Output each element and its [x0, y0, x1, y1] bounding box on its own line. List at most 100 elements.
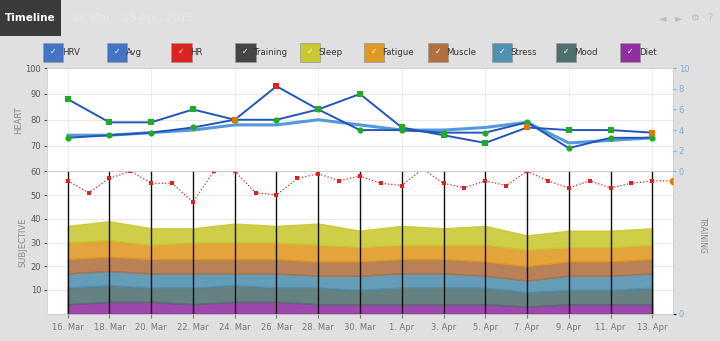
Y-axis label: HEART: HEART	[14, 106, 23, 134]
Point	[605, 135, 616, 140]
Point	[647, 178, 658, 183]
Point	[62, 135, 73, 140]
Point	[271, 117, 282, 122]
Point	[125, 168, 136, 174]
Point	[563, 145, 575, 151]
Point	[563, 185, 575, 191]
Point	[417, 166, 428, 172]
Point	[396, 125, 408, 130]
Point	[187, 199, 199, 205]
Point	[647, 135, 658, 140]
Point	[104, 176, 115, 181]
FancyBboxPatch shape	[171, 43, 192, 62]
Point	[62, 178, 73, 183]
Point	[438, 130, 449, 135]
Point	[584, 178, 595, 183]
Text: Avg: Avg	[126, 47, 142, 57]
Text: Mood: Mood	[575, 47, 598, 57]
Point	[500, 183, 512, 188]
Text: ?: ?	[707, 13, 713, 23]
Point	[438, 133, 449, 138]
Text: ►: ►	[675, 13, 682, 23]
Point	[480, 130, 491, 135]
Text: ⚙: ⚙	[690, 13, 698, 23]
Text: 14 Mar - 13 Apr, 2015: 14 Mar - 13 Apr, 2015	[72, 13, 194, 23]
Text: ✓: ✓	[307, 47, 312, 56]
Text: ✓: ✓	[627, 47, 633, 56]
Text: ✓: ✓	[499, 47, 505, 56]
FancyBboxPatch shape	[107, 43, 127, 62]
Point	[208, 168, 220, 174]
Text: Sleep: Sleep	[318, 47, 343, 57]
Point	[396, 183, 408, 188]
Bar	[0, 0, 61, 36]
Point	[563, 127, 575, 133]
Text: ✓: ✓	[179, 47, 184, 56]
Point	[292, 176, 303, 181]
Point	[187, 125, 199, 130]
Point	[62, 97, 73, 102]
Point	[312, 107, 324, 112]
Text: Muscle: Muscle	[446, 47, 477, 57]
FancyBboxPatch shape	[428, 43, 448, 62]
Y-axis label: SUBJECTIVE: SUBJECTIVE	[19, 218, 28, 267]
Text: HRV: HRV	[62, 47, 80, 57]
Point	[438, 180, 449, 186]
Point	[104, 133, 115, 138]
Point	[521, 120, 533, 125]
Point	[271, 84, 282, 89]
Text: HR: HR	[190, 47, 202, 57]
Point	[166, 180, 178, 186]
Text: Fatigue: Fatigue	[382, 47, 414, 57]
Text: ✓: ✓	[435, 47, 441, 56]
Text: ✓: ✓	[114, 47, 120, 56]
Text: Timeline: Timeline	[5, 13, 55, 23]
Point	[187, 107, 199, 112]
Text: Diet: Diet	[639, 47, 657, 57]
FancyBboxPatch shape	[492, 43, 512, 62]
Point	[83, 190, 94, 195]
Point	[145, 130, 157, 135]
Text: Stress: Stress	[510, 47, 537, 57]
Point	[521, 125, 533, 130]
Text: ✓: ✓	[371, 47, 377, 56]
Text: ✓: ✓	[243, 47, 248, 56]
Point	[521, 168, 533, 174]
Point	[312, 107, 324, 112]
Point	[145, 120, 157, 125]
Text: Training: Training	[254, 47, 288, 57]
FancyBboxPatch shape	[43, 43, 63, 62]
Point	[333, 178, 345, 183]
Point	[542, 178, 554, 183]
Point	[354, 91, 366, 97]
Point	[229, 168, 240, 174]
Point	[459, 185, 470, 191]
Point	[480, 140, 491, 146]
Point	[480, 178, 491, 183]
FancyBboxPatch shape	[556, 43, 576, 62]
Point	[250, 190, 261, 195]
Text: ✓: ✓	[50, 47, 56, 56]
Point	[605, 185, 616, 191]
Point	[626, 180, 637, 186]
Point	[229, 117, 240, 122]
FancyBboxPatch shape	[364, 43, 384, 62]
Text: TRAINING: TRAINING	[698, 217, 706, 254]
Point	[271, 192, 282, 198]
Point	[145, 180, 157, 186]
Point	[375, 180, 387, 186]
Point	[312, 171, 324, 176]
FancyBboxPatch shape	[620, 43, 640, 62]
Point	[354, 173, 366, 179]
Text: ◄: ◄	[659, 13, 666, 23]
Point	[647, 130, 658, 135]
Point	[104, 120, 115, 125]
Point	[229, 117, 240, 122]
Point	[667, 178, 679, 183]
Text: ✓: ✓	[563, 47, 569, 56]
Point	[667, 178, 679, 183]
Point	[354, 127, 366, 133]
Point	[396, 127, 408, 133]
FancyBboxPatch shape	[300, 43, 320, 62]
FancyBboxPatch shape	[235, 43, 256, 62]
